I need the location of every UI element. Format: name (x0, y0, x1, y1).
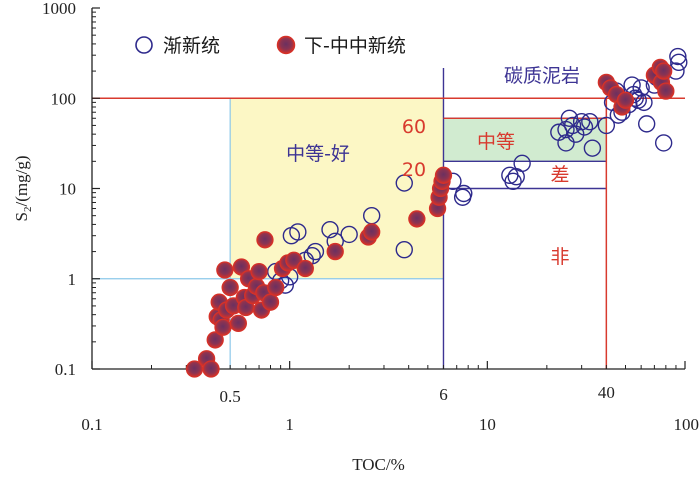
point-oligocene (340, 225, 358, 244)
x-tick-label: 100 (674, 415, 700, 434)
zone-label: 非 (550, 246, 569, 268)
point-miocene (326, 242, 344, 261)
point-oligocene (557, 134, 575, 152)
threshold-label: 40 (598, 383, 615, 402)
point-miocene (206, 331, 224, 349)
point-oligocene (321, 220, 339, 239)
legend-open-marker (135, 36, 153, 54)
y-tick-label: 1000 (42, 0, 76, 18)
point-miocene (655, 62, 673, 80)
x-tick-label: 10 (479, 415, 496, 434)
y-tick-label: 0.1 (55, 360, 76, 379)
point-oligocene (623, 76, 641, 94)
point-oligocene (669, 47, 687, 66)
point-oligocene (637, 115, 656, 133)
point-oligocene (395, 174, 413, 192)
zone-label: 20 (402, 159, 426, 181)
point-oligocene (583, 139, 602, 157)
point-miocene (261, 293, 280, 311)
series-miocene (185, 58, 675, 378)
point-miocene (221, 278, 239, 297)
point-miocene (250, 262, 268, 281)
threshold-label: 6 (439, 385, 448, 404)
point-oligocene (635, 93, 653, 112)
zone-label: 碳质泥岩 (504, 65, 580, 87)
point-miocene (267, 278, 285, 297)
zone-label: 中等-好 (286, 143, 350, 165)
point-oligocene (395, 240, 413, 259)
zone-label: 中等 (477, 131, 515, 153)
point-oligocene (563, 116, 582, 135)
point-miocene (657, 82, 675, 100)
point-oligocene (654, 134, 673, 152)
point-oligocene (504, 172, 522, 191)
legend-filled-marker (276, 35, 296, 55)
y-tick-label: 1 (68, 270, 77, 289)
point-miocene (202, 360, 220, 378)
threshold-label: 0.5 (220, 387, 241, 406)
zone-label: 差 (550, 164, 569, 186)
point-oligocene (513, 154, 531, 173)
point-oligocene (575, 118, 594, 136)
x-axis-title: TOC/% (352, 455, 405, 474)
point-oligocene (455, 184, 473, 203)
point-oligocene (670, 53, 688, 72)
zone-label: 60 (402, 116, 426, 138)
y-axis-title: S2/(mg/g) (12, 156, 34, 222)
point-miocene (434, 166, 453, 184)
zone-medium (443, 118, 607, 162)
point-miocene (363, 223, 381, 241)
x-tick-label: 0.1 (81, 415, 102, 434)
point-miocene (256, 231, 274, 249)
y-tick-label: 100 (51, 89, 77, 108)
point-miocene (214, 318, 232, 336)
point-oligocene (581, 112, 599, 131)
point-oligocene (632, 79, 650, 97)
threshold-lines (92, 68, 685, 369)
x-tick-label: 1 (285, 415, 294, 434)
point-miocene (216, 261, 234, 279)
point-oligocene (597, 116, 616, 135)
point-miocene (296, 259, 314, 278)
point-miocene (229, 314, 247, 333)
legend-open-label: 渐新统 (163, 35, 220, 57)
point-oligocene (289, 223, 307, 241)
axes: 0.1 1 10 100 0.1 1 10 100 1000 TOC/% S2/(mg/g) (12, 0, 699, 474)
point-oligocene (306, 242, 325, 261)
legend-filled-label: 下-中中新统 (304, 35, 406, 57)
point-miocene (408, 210, 426, 228)
y-tick-label: 10 (59, 180, 76, 199)
point-miocene (616, 91, 635, 109)
